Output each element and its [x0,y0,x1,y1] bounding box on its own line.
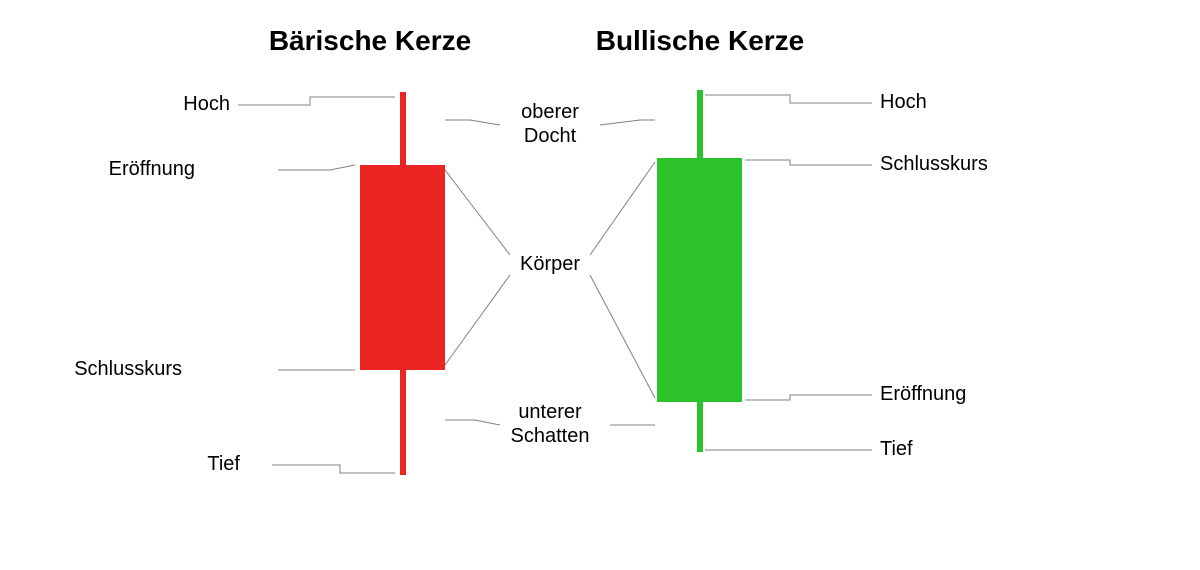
bearish-candle-body [360,165,445,370]
bearish-label-schlusskurs: Schlusskurs [74,358,182,380]
bearish-title: Bärische Kerze [269,25,471,56]
bullish-label-hoch: Hoch [880,91,927,113]
bearish-label-hoch: Hoch [183,93,230,115]
bullish-label-eroeffnung: Eröffnung [880,383,966,405]
diagram-background [0,0,1200,570]
center-label-upper-wick-2: Docht [524,125,577,147]
bullish-label-schlusskurs: Schlusskurs [880,153,988,175]
bullish-title: Bullische Kerze [596,25,805,56]
center-label-lower-shadow-2: Schatten [511,425,590,447]
bearish-label-tief: Tief [207,453,240,475]
bearish-label-eroeffnung: Eröffnung [109,158,195,180]
center-label-body: Körper [520,253,580,275]
bullish-candle-body [657,158,742,402]
center-label-upper-wick-1: oberer [521,101,579,123]
center-label-lower-shadow-1: unterer [518,401,582,423]
bullish-label-tief: Tief [880,438,913,460]
